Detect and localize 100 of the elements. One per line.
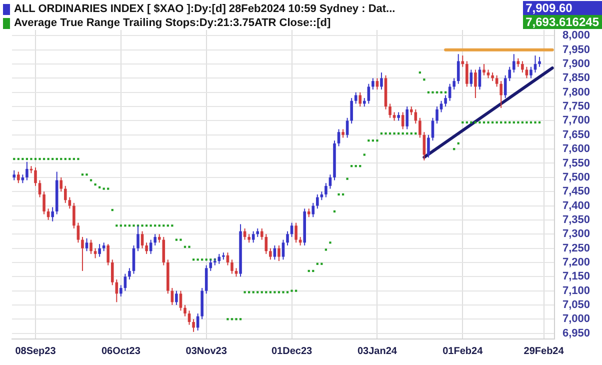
candlestick bbox=[495, 74, 498, 88]
candlestick bbox=[380, 72, 383, 90]
x-tick-label: 29Feb24 bbox=[524, 346, 564, 357]
candlestick bbox=[367, 83, 370, 104]
candlestick bbox=[34, 166, 37, 186]
y-tick-label: 7,150 bbox=[562, 270, 590, 283]
candlestick bbox=[51, 206, 54, 222]
candlestick bbox=[538, 56, 541, 68]
candlestick bbox=[350, 98, 353, 124]
x-tick-label: 08Sep23 bbox=[15, 346, 56, 357]
y-tick-label: 7,200 bbox=[562, 256, 590, 268]
candlestick bbox=[482, 64, 486, 76]
candlestick bbox=[406, 106, 409, 130]
candlestick bbox=[162, 236, 166, 266]
candlestick bbox=[525, 66, 528, 79]
y-tick-label: 6,950 bbox=[562, 327, 590, 340]
y-tick-label: 7,100 bbox=[562, 284, 590, 297]
candlestick bbox=[372, 78, 374, 90]
candlestick bbox=[324, 182, 328, 198]
candlestick bbox=[110, 259, 114, 286]
candlestick bbox=[358, 92, 362, 108]
candlestick bbox=[12, 170, 16, 181]
candlestick bbox=[120, 284, 122, 297]
candlestick bbox=[252, 230, 255, 244]
candlestick bbox=[504, 74, 507, 99]
candlestick bbox=[436, 106, 438, 124]
candlestick bbox=[124, 273, 127, 292]
y-tick-label: 7,850 bbox=[562, 72, 590, 84]
candlestick bbox=[85, 238, 88, 252]
y-tick-label: 7,400 bbox=[562, 200, 590, 212]
candlestick bbox=[316, 194, 319, 210]
candlestick bbox=[154, 234, 156, 246]
candlestick bbox=[269, 248, 272, 260]
candlestick bbox=[26, 161, 28, 181]
candlestick bbox=[418, 117, 422, 138]
candlestick bbox=[106, 244, 110, 266]
candlestick bbox=[427, 134, 430, 158]
candlestick bbox=[278, 244, 280, 262]
candlestick bbox=[98, 244, 101, 258]
candlestick bbox=[140, 230, 144, 249]
x-tick-label: 03Nov23 bbox=[186, 346, 228, 357]
candlestick bbox=[508, 66, 512, 82]
candlestick bbox=[68, 196, 72, 210]
candlestick bbox=[192, 318, 195, 332]
y-tick-label: 7,000 bbox=[562, 313, 590, 326]
candlestick bbox=[179, 290, 182, 312]
candlestick bbox=[337, 128, 340, 147]
candlestick bbox=[512, 54, 516, 74]
x-tick-label: 01Dec23 bbox=[271, 346, 313, 357]
candlestick bbox=[452, 78, 456, 90]
candlestick bbox=[94, 248, 97, 259]
candlestick bbox=[175, 290, 178, 306]
y-tick-label: 8,000 bbox=[562, 30, 590, 42]
candlestick bbox=[388, 103, 392, 118]
x-tick-label: 06Oct23 bbox=[101, 346, 141, 357]
candlestick bbox=[440, 100, 443, 113]
x-tick-label: 01Feb24 bbox=[442, 346, 484, 357]
candlestick bbox=[444, 94, 447, 108]
candlestick bbox=[128, 268, 131, 280]
candlestick bbox=[42, 191, 46, 215]
candlestick bbox=[90, 239, 92, 254]
candlestick bbox=[461, 55, 464, 68]
candlestick bbox=[346, 117, 349, 138]
candlestick bbox=[294, 222, 298, 244]
candlestick bbox=[401, 112, 404, 130]
y-tick-label: 7,250 bbox=[562, 242, 590, 254]
candlestick bbox=[17, 171, 20, 184]
candlestick bbox=[530, 66, 532, 79]
y-tick-label: 7,900 bbox=[562, 58, 590, 70]
y-tick-label: 7,650 bbox=[562, 128, 590, 141]
candlestick bbox=[230, 259, 234, 274]
candlestick bbox=[60, 176, 63, 192]
candlestick bbox=[456, 54, 460, 84]
candlestick bbox=[354, 92, 358, 104]
y-tick-label: 7,600 bbox=[562, 143, 590, 156]
y-tick-label: 7,950 bbox=[562, 44, 590, 56]
candlestick bbox=[466, 60, 468, 88]
candlestick bbox=[312, 202, 315, 218]
candlestick bbox=[204, 264, 208, 294]
candlestick bbox=[72, 202, 76, 229]
legend-label: ALL ORDINARIES INDEX [ $XAO ]:Dy:[d] 28Feb2024 10:59 Sydney : Dat... bbox=[14, 3, 396, 15]
y-tick-label: 7,550 bbox=[562, 157, 590, 170]
x-tick-label: 03Jan24 bbox=[357, 346, 398, 357]
candlestick bbox=[260, 228, 264, 240]
candlestick bbox=[81, 236, 84, 272]
candlestick bbox=[76, 222, 80, 244]
text: 7,693.616245 bbox=[522, 15, 602, 29]
y-tick-label: 7,700 bbox=[562, 114, 590, 127]
legend-label: Average True Range Trailing Stops:Dy:21:3.75ATR Close::[d] bbox=[14, 17, 331, 29]
candlestick bbox=[282, 239, 285, 260]
y-tick-label: 7,050 bbox=[562, 299, 590, 312]
candlestick bbox=[474, 69, 477, 99]
candlestick bbox=[184, 304, 186, 317]
candlestick bbox=[521, 60, 524, 74]
candlestick bbox=[286, 230, 289, 246]
candlestick bbox=[500, 80, 502, 108]
y-tick-label: 7,800 bbox=[562, 86, 590, 98]
candlestick bbox=[470, 69, 473, 88]
candlestick bbox=[64, 185, 67, 204]
y-tick-label: 7,350 bbox=[562, 214, 590, 226]
